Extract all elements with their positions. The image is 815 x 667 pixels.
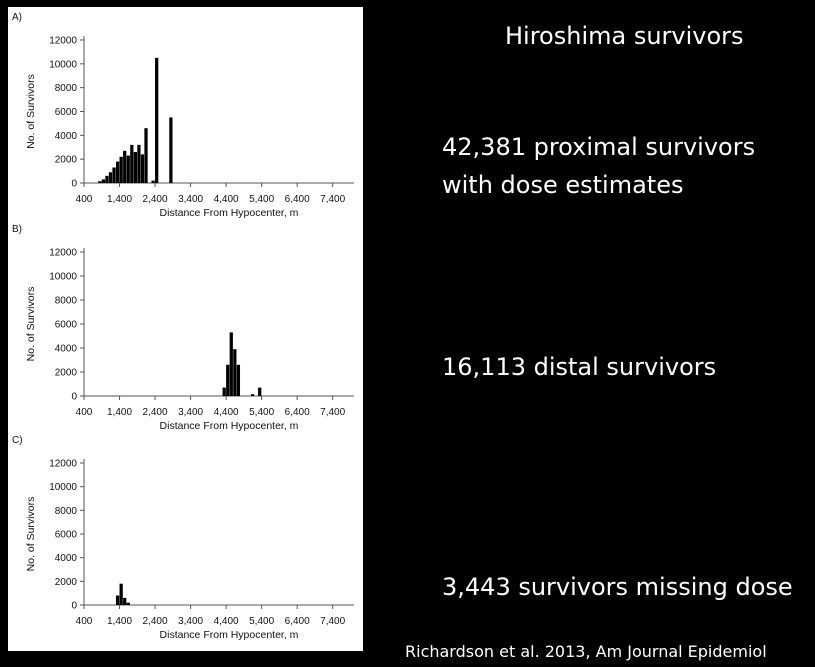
y-tick-label: 12000 (49, 36, 77, 47)
stat-missing-dose: 3,443 survivors missing dose (442, 568, 793, 606)
histogram-bar (151, 180, 155, 183)
stat-distal: 16,113 distal survivors (442, 348, 716, 386)
x-tick-label: 2,400 (143, 407, 168, 418)
y-tick-label: 10000 (49, 482, 77, 493)
y-tick-label: 12000 (49, 459, 77, 470)
stat-proximal-line-1: 42,381 proximal survivors (442, 133, 756, 161)
x-tick-label: 7,400 (320, 194, 345, 205)
histogram-bar (137, 144, 141, 183)
x-tick-label: 400 (76, 616, 93, 627)
panel-label: C) (12, 435, 23, 446)
x-tick-label: 4,400 (214, 616, 239, 627)
x-tick-label: 6,400 (285, 616, 310, 627)
x-tick-label: 6,400 (285, 194, 310, 205)
x-tick-label: 3,400 (178, 407, 203, 418)
y-axis-label: No. of Survivors (25, 497, 37, 572)
x-axis-label: Distance From Hypocenter, m (160, 629, 299, 641)
y-tick-label: 4000 (55, 344, 78, 355)
y-tick-label: 0 (71, 601, 77, 612)
panel-label: B) (12, 224, 22, 235)
y-tick-label: 2000 (55, 368, 78, 379)
slide-title: Hiroshima survivors (505, 22, 744, 50)
x-tick-label: 3,400 (178, 616, 203, 627)
histogram-bar (123, 150, 127, 183)
histogram-bar (233, 349, 237, 396)
y-axis-label: No. of Survivors (25, 287, 37, 362)
y-tick-label: 2000 (55, 577, 78, 588)
x-tick-label: 6,400 (285, 407, 310, 418)
histogram-bar (169, 117, 173, 183)
y-tick-label: 8000 (55, 506, 78, 517)
y-tick-label: 8000 (55, 296, 78, 307)
y-tick-label: 6000 (55, 107, 78, 118)
histogram-bar (115, 595, 120, 605)
panel-label: A) (12, 12, 22, 23)
x-tick-label: 5,400 (249, 616, 274, 627)
x-tick-label: 7,400 (320, 407, 345, 418)
x-tick-label: 5,400 (249, 407, 274, 418)
x-tick-label: 400 (76, 407, 93, 418)
x-tick-label: 1,400 (107, 194, 132, 205)
y-axis-label: No. of Survivors (25, 74, 37, 149)
histogram-bar (258, 387, 262, 396)
histogram-bar (101, 179, 106, 183)
histogram-bar (105, 175, 109, 183)
histogram-bar (144, 128, 148, 183)
histogram-bar (126, 155, 130, 183)
stat-proximal: 42,381 proximal survivors with dose esti… (442, 128, 755, 204)
x-tick-label: 4,400 (214, 194, 239, 205)
citation: Richardson et al. 2013, Am Journal Epide… (405, 642, 767, 661)
y-tick-label: 0 (71, 392, 77, 403)
y-tick-label: 10000 (49, 59, 77, 70)
stat-distal-line-1: 16,113 distal survivors (442, 353, 717, 381)
histogram-bar (130, 144, 134, 183)
histogram-bar (119, 156, 123, 183)
histogram-bar (115, 161, 120, 183)
histogram-bar (119, 583, 123, 605)
y-tick-label: 6000 (55, 530, 78, 541)
x-tick-label: 7,400 (320, 616, 345, 627)
histogram-bar (236, 364, 241, 396)
y-tick-label: 8000 (55, 83, 78, 94)
histogram-bar (133, 152, 137, 183)
x-tick-label: 5,400 (249, 194, 274, 205)
x-axis-label: Distance From Hypocenter, m (160, 420, 299, 432)
x-tick-label: 1,400 (107, 407, 132, 418)
y-tick-label: 0 (71, 179, 77, 190)
histogram-bar (123, 597, 127, 605)
stat-missing-dose-line-1: 3,443 survivors missing dose (442, 573, 793, 601)
histogram-bar (140, 154, 145, 183)
histogram-bar (222, 387, 226, 396)
histogram-bar (226, 364, 230, 396)
x-tick-label: 1,400 (107, 616, 132, 627)
stat-proximal-line-2: with dose estimates (442, 171, 684, 199)
histogram-bar (229, 332, 233, 396)
x-tick-label: 400 (76, 194, 93, 205)
histogram-bar (155, 57, 159, 183)
figure-panel: A) 0 2000 4000 6000 8000 10000 12000 400 1,400 2,4… (8, 7, 363, 651)
y-tick-label: 4000 (55, 553, 78, 564)
y-tick-label: 10000 (49, 272, 77, 283)
x-tick-label: 3,400 (178, 194, 203, 205)
x-tick-label: 2,400 (143, 194, 168, 205)
histogram-bar (250, 394, 255, 396)
x-axis-label: Distance From Hypocenter, m (160, 207, 299, 219)
x-tick-label: 2,400 (143, 616, 168, 627)
y-tick-label: 12000 (49, 248, 77, 259)
histogram-bar (112, 167, 116, 183)
y-tick-label: 2000 (55, 155, 78, 166)
x-tick-label: 4,400 (214, 407, 239, 418)
histogram-bar (98, 181, 102, 183)
histogram-bar (126, 602, 130, 605)
y-tick-label: 4000 (55, 131, 78, 142)
histogram-bar (108, 172, 113, 183)
y-tick-label: 6000 (55, 320, 78, 331)
